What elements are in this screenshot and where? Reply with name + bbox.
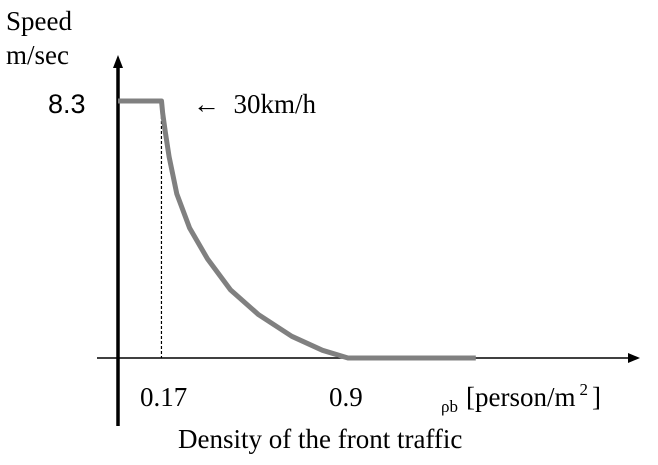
speed-limit-annotation: ← 30km/h [193,89,317,119]
x-unit-superscript: 2 [579,380,588,399]
x-unit-label: ρb [person/m 2 ] [441,380,601,416]
x-unit-close: ] [592,382,601,412]
y-tick-label: 8.3 [48,89,86,119]
x-tick-label: 0.9 [329,382,363,412]
x-axis-label: Density of the front traffic [178,424,462,454]
x-unit-symbol: ρb [441,397,458,416]
y-axis-label-line1: Speed [6,6,72,36]
x-axis-arrowhead [628,353,640,363]
y-axis-arrowhead [113,55,123,68]
x-tick-label: 0.17 [140,382,187,412]
y-axis-label-line2: m/sec [6,40,69,70]
speed-curve-series [118,98,476,361]
x-unit-text: [person/m [466,382,575,412]
